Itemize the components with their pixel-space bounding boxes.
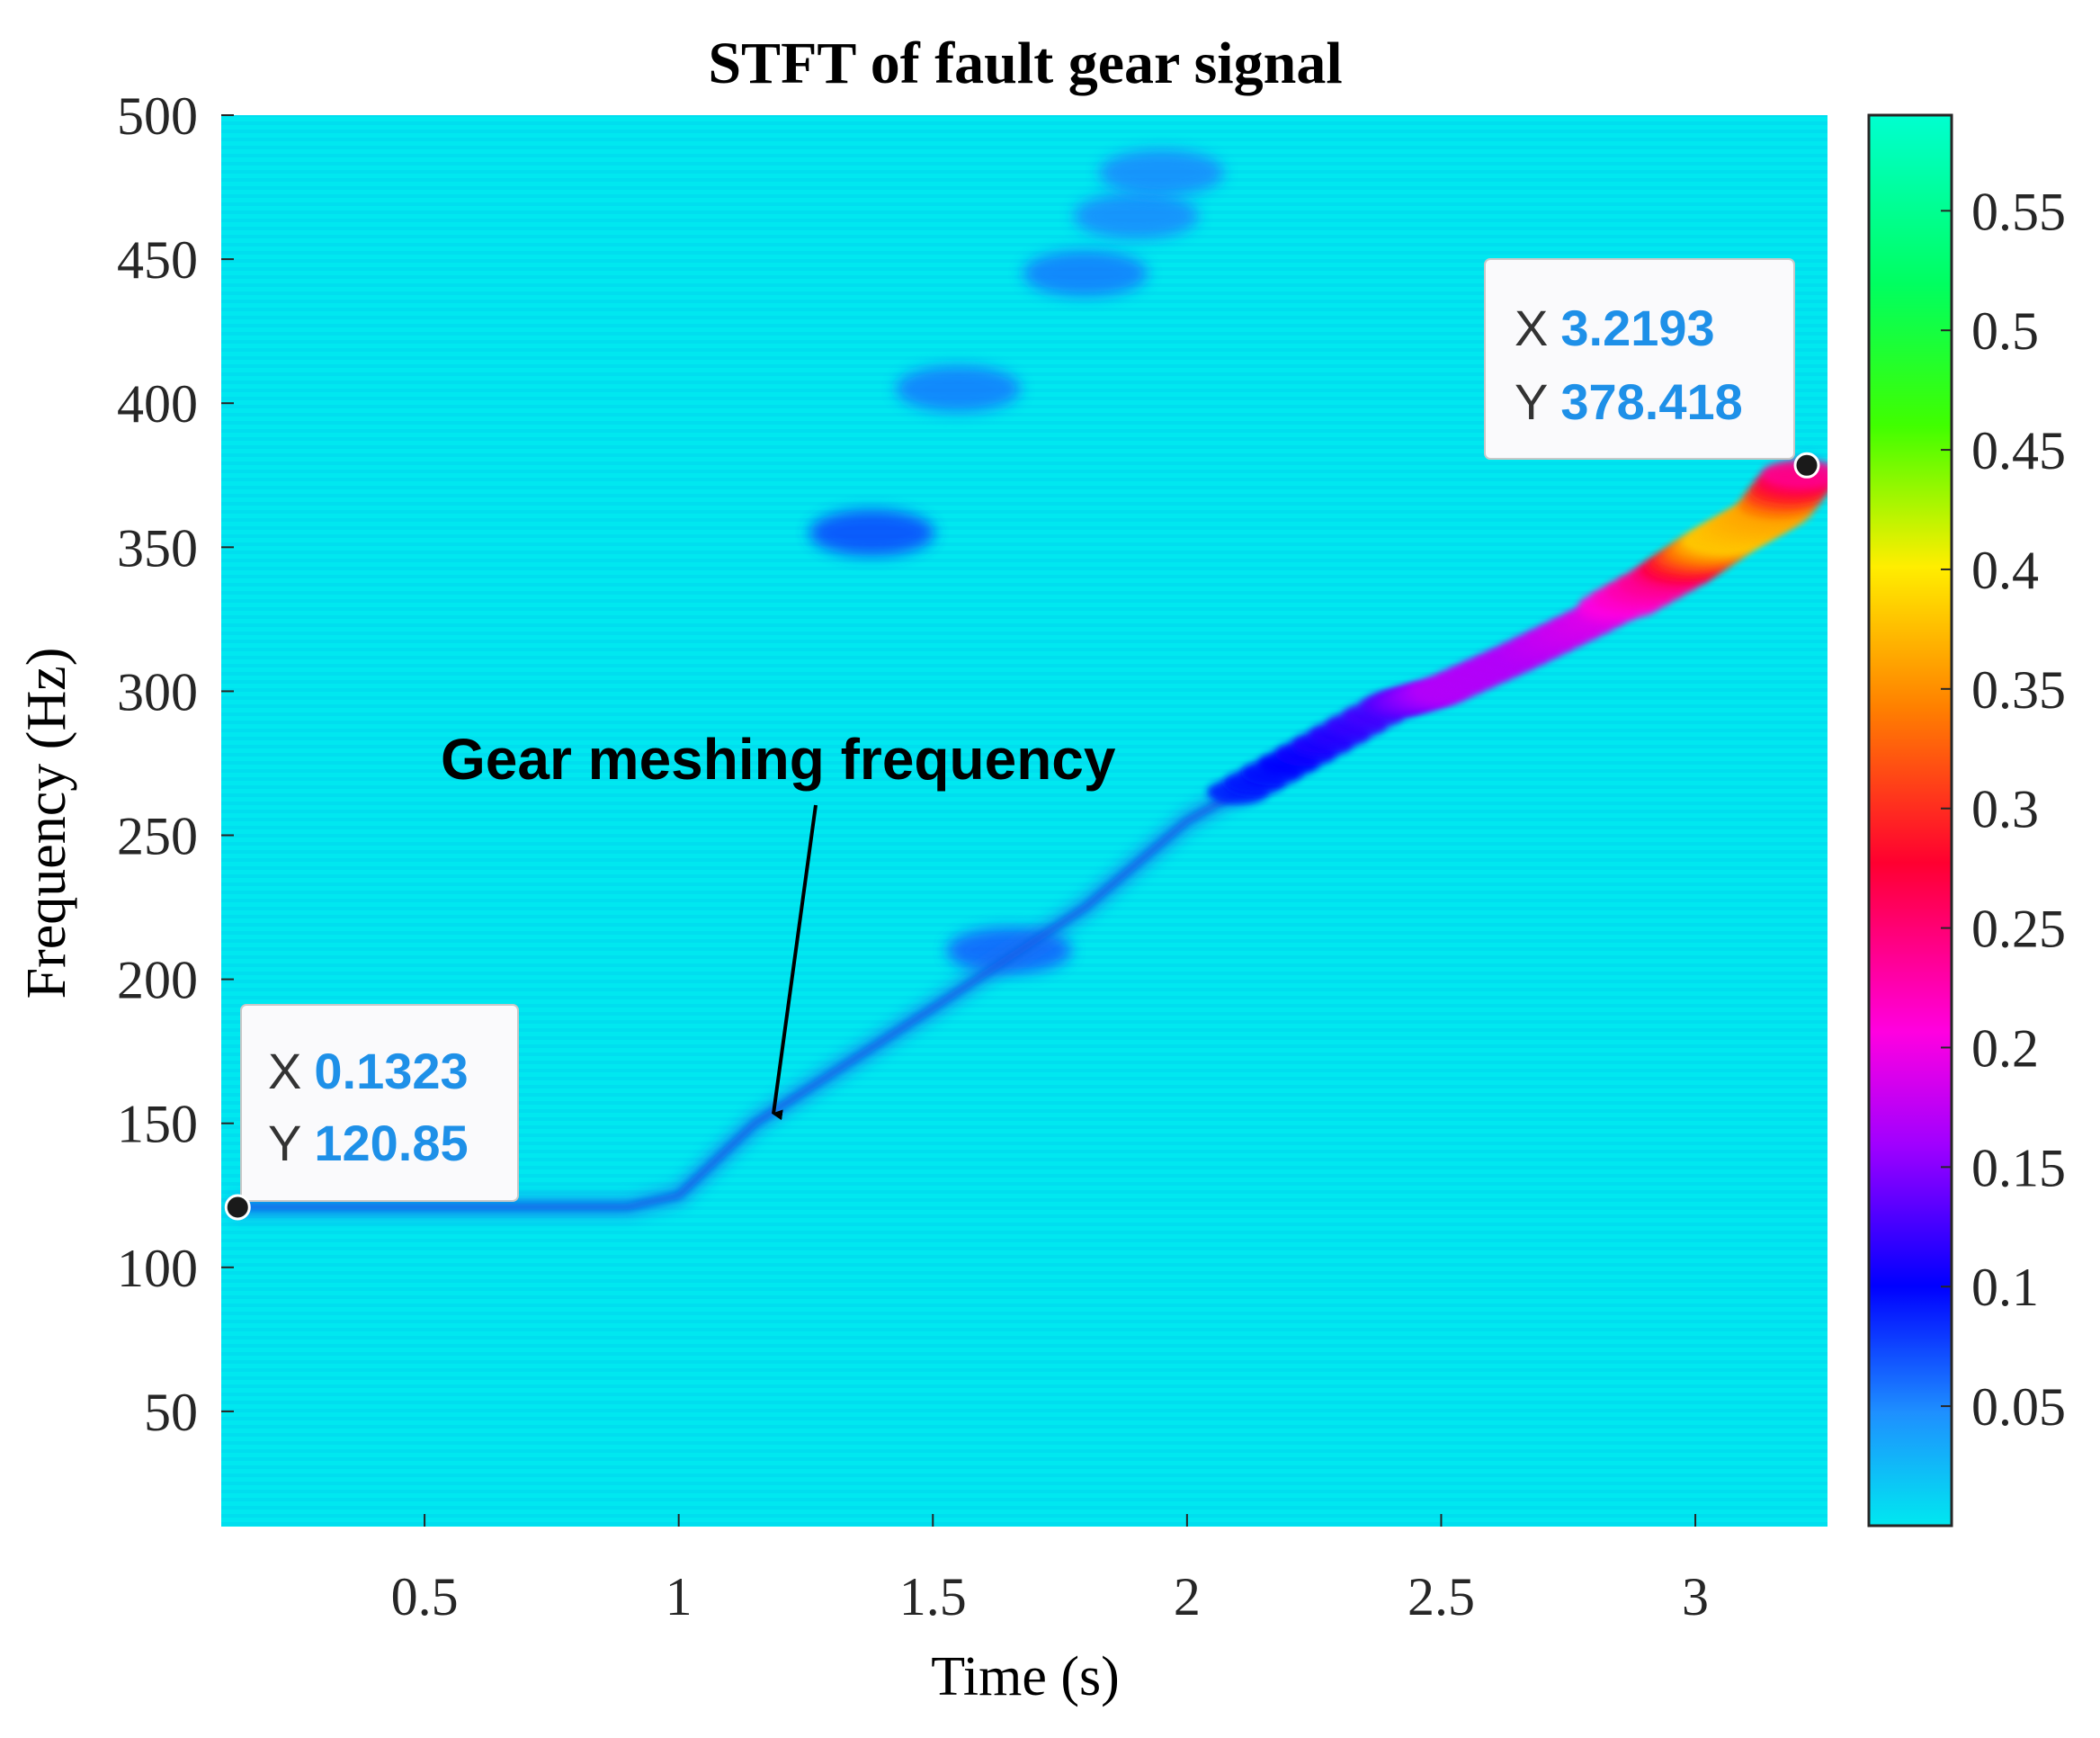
y-tick-label: 350 [117, 518, 198, 578]
datatip-x-label: X [1515, 300, 1548, 356]
annotation: Gear meshing frequency [441, 727, 1116, 1121]
datatip-1[interactable]: X 0.1323 Y 120.85 [224, 1004, 519, 1221]
y-tick-label: 150 [117, 1095, 198, 1154]
colorbar-tick-label: 0.45 [1971, 421, 2066, 480]
meshing-ridge [227, 456, 1827, 1217]
y-tick-label: 400 [117, 374, 198, 434]
y-tick-label: 300 [117, 662, 198, 721]
datatip-y-label: Y [1515, 373, 1548, 430]
datatip-y-row: Y 120.85 [268, 1115, 469, 1171]
datatip-2[interactable]: X 3.2193 Y 378.418 [1484, 258, 1820, 479]
datatip-x-value: 0.1323 [314, 1043, 468, 1099]
colorbar-tick-label: 0.3 [1971, 780, 2039, 839]
colorbar-ticks: 0.05 0.1 0.15 0.2 0.25 0.3 0.35 0.4 0.45 0.5 0.55 [1941, 182, 2066, 1437]
spectrogram-blob [1022, 250, 1148, 298]
y-tick-label: 200 [117, 951, 198, 1010]
colorbar-tick-label: 0.15 [1971, 1138, 2066, 1197]
datatip-x-value: 3.2193 [1560, 300, 1714, 356]
chart-title: STFT of fault gear signal [708, 31, 1342, 96]
colorbar-tick-label: 0.55 [1971, 182, 2066, 241]
x-tick-label: 1.5 [899, 1567, 967, 1626]
annotation-text: Gear meshing frequency [441, 727, 1116, 792]
x-axis: 0.5 1 1.5 2 2.5 3 [391, 1514, 1709, 1626]
spectrogram-blob [1098, 149, 1225, 197]
y-axis: 50 100 150 200 250 300 350 400 450 500 [117, 86, 234, 1442]
y-axis-label: Frequency (Hz) [16, 648, 77, 999]
colorbar-tick-label: 0.1 [1971, 1258, 2039, 1317]
datatip-y-row: Y 378.418 [1515, 373, 1743, 430]
colorbar-tick-label: 0.2 [1971, 1018, 2039, 1078]
datatip-x-label: X [268, 1043, 301, 1099]
datatip-x-row: X 0.1323 [268, 1043, 469, 1099]
x-axis-label: Time (s) [931, 1646, 1120, 1707]
colorbar-tick-label: 0.4 [1971, 541, 2039, 600]
datatip-y-value: 120.85 [314, 1115, 468, 1171]
datatip-box [1484, 258, 1795, 460]
y-tick-label: 450 [117, 230, 198, 290]
x-tick-label: 0.5 [391, 1567, 459, 1626]
datatip-marker[interactable] [224, 1194, 251, 1221]
x-tick-label: 2.5 [1407, 1567, 1475, 1626]
x-tick-label: 1 [666, 1567, 693, 1626]
datatip-marker[interactable] [1793, 452, 1820, 479]
y-tick-label: 100 [117, 1239, 198, 1298]
colorbar-tick-label: 0.5 [1971, 301, 2039, 361]
datatips: X 0.1323 Y 120.85 X 3.2193 Y 378.418 [224, 258, 1820, 1221]
spectrogram-blob [809, 509, 935, 557]
datatip-y-value: 378.418 [1560, 373, 1742, 430]
colorbar-gradient [1867, 113, 1953, 1527]
colorbar-tick-label: 0.05 [1971, 1377, 2066, 1437]
datatip-box [240, 1004, 519, 1202]
y-tick-label: 50 [144, 1383, 198, 1442]
spectrogram-blob [1073, 193, 1200, 240]
x-tick-label: 3 [1682, 1567, 1709, 1626]
spectrogram-blob [895, 365, 1022, 413]
colorbar-tick-label: 0.35 [1971, 660, 2066, 720]
x-tick-label: 2 [1174, 1567, 1201, 1626]
y-tick-label: 250 [117, 807, 198, 866]
annotation-arrow [772, 804, 818, 1121]
colorbar-tick-label: 0.25 [1971, 900, 2066, 959]
colorbar: 0.05 0.1 0.15 0.2 0.25 0.3 0.35 0.4 0.45 0.5 0.55 [1867, 113, 2066, 1527]
datatip-x-row: X 3.2193 [1515, 300, 1715, 356]
datatip-y-label: Y [268, 1115, 301, 1171]
y-tick-label: 500 [117, 86, 198, 146]
